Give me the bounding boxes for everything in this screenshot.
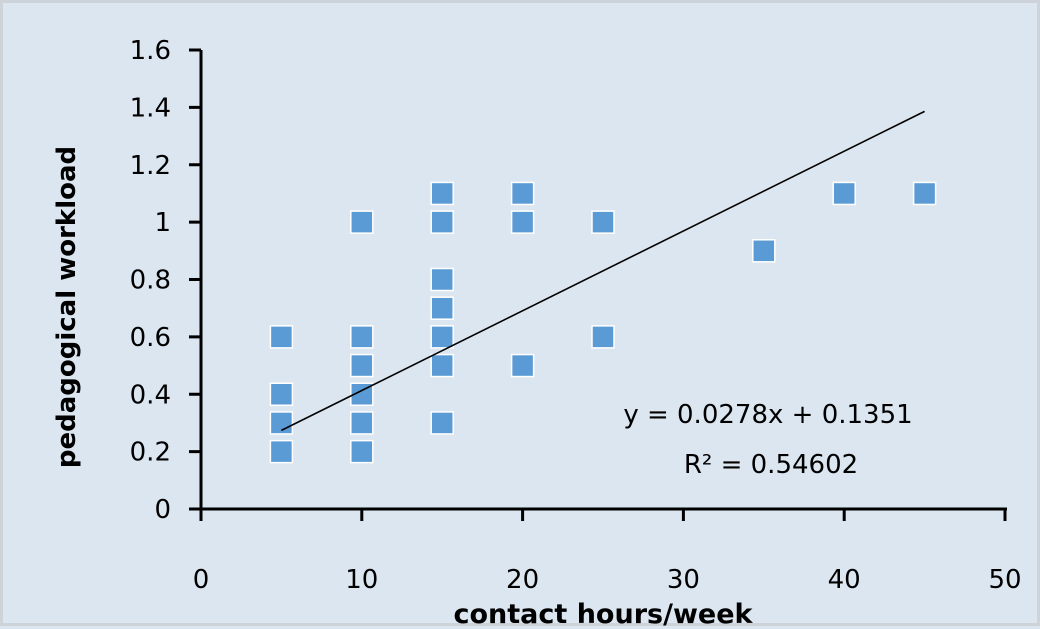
data-point [912, 181, 937, 206]
data-point [591, 210, 615, 234]
data-point [350, 353, 374, 378]
y-tick-label: 0.4 [130, 380, 171, 410]
y-tick-label: 0.2 [130, 438, 171, 468]
data-point [350, 439, 374, 464]
x-tick-label: 40 [828, 565, 861, 595]
x-tick-label: 10 [345, 565, 378, 595]
x-tick-label: 30 [667, 565, 700, 595]
x-tick-label: 20 [506, 565, 539, 595]
data-point [350, 325, 374, 349]
data-point [510, 353, 535, 378]
data-point [510, 210, 535, 234]
x-tick-label: 0 [193, 565, 210, 595]
y-tick-label: 1.2 [130, 151, 171, 181]
data-point [510, 181, 535, 206]
data-point [832, 181, 856, 206]
trendline-equation: y = 0.0278x + 0.1351 [623, 400, 912, 430]
data-point [430, 181, 454, 206]
data-point [350, 382, 374, 406]
data-point [350, 411, 374, 435]
x-tick-label: 50 [988, 565, 1021, 595]
data-point [269, 439, 294, 464]
plot-marks [269, 110, 937, 464]
y-axis-title: pedagogical workload [52, 146, 82, 468]
data-point [269, 411, 294, 435]
data-point [430, 353, 454, 378]
data-point [430, 411, 454, 435]
y-tick-label: 1.6 [130, 36, 171, 66]
scatter-chart: 0 10 20 30 40 50 0 0.2 0.4 0.6 0.8 1 1.2 1.4 1.6 y = … [52, 36, 1022, 629]
data-point [752, 239, 776, 263]
data-point [350, 210, 374, 234]
x-axis-ticks: 0 10 20 30 40 50 [193, 509, 1022, 595]
y-tick-label: 0 [154, 495, 171, 525]
data-point [591, 325, 615, 349]
data-point [430, 210, 454, 234]
data-point [430, 325, 454, 349]
y-tick-label: 1.4 [130, 93, 171, 123]
data-point [269, 325, 294, 349]
y-tick-label: 0.8 [130, 266, 171, 296]
data-point [430, 296, 454, 320]
x-axis-title: contact hours/week [454, 599, 754, 629]
data-point [269, 382, 294, 406]
y-tick-label: 1 [154, 208, 171, 238]
r-squared-label: R² = 0.54602 [684, 450, 858, 480]
data-point [430, 267, 454, 292]
y-tick-label: 0.6 [130, 323, 171, 353]
trendline [281, 110, 925, 432]
y-axis-ticks: 0 0.2 0.4 0.6 0.8 1 1.2 1.4 1.6 [130, 36, 201, 525]
